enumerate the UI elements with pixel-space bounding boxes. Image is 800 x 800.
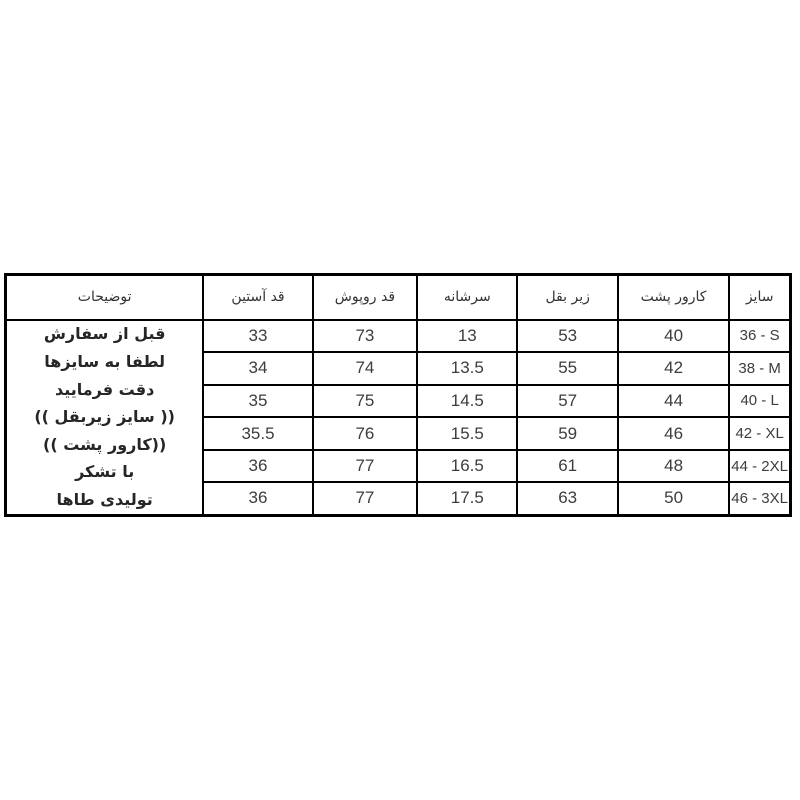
sleeve-length-cell: 33 [202, 318, 314, 354]
underarm-cell: 63 [516, 481, 619, 516]
shoulder-cell: 13 [416, 318, 519, 354]
coat-length-cell: 74 [311, 351, 419, 386]
size-cell: 46 - 3XL [728, 481, 792, 516]
table-row-m: 38 - M 42 55 13.5 74 34 [6, 351, 792, 386]
sleeve-length-cell: 35 [202, 383, 314, 419]
back-width-cell: 48 [616, 448, 731, 484]
back-width-cell: 40 [616, 318, 731, 354]
coat-length-cell: 75 [311, 383, 419, 419]
col-header-back-width: کارور پشت [616, 273, 731, 321]
size-cell: 44 - 2XL [728, 448, 792, 484]
underarm-cell: 59 [516, 416, 619, 451]
header-row: سایز کارور پشت زیر بقل سرشانه قد روپوش ق… [4, 273, 792, 321]
back-width-cell: 50 [616, 481, 731, 516]
sleeve-length-cell: 36 [202, 481, 314, 516]
underarm-cell: 57 [516, 383, 619, 419]
note-line: تولیدی طاها [56, 489, 153, 509]
underarm-cell: 55 [516, 351, 619, 386]
table-row-xl: 42 - XL 46 59 15.5 76 35.5 [6, 416, 792, 451]
underarm-cell: 53 [516, 318, 619, 354]
coat-length-cell: 77 [311, 448, 419, 484]
table-row-l: 40 - L 44 57 14.5 75 35 [6, 383, 792, 419]
size-cell: 40 - L [728, 383, 792, 419]
shoulder-cell: 13.5 [416, 351, 519, 386]
note-line: لطفا به سایزها [44, 352, 166, 372]
coat-length-cell: 73 [311, 318, 419, 354]
shoulder-cell: 14.5 [416, 383, 519, 419]
size-chart-table: سایز کارور پشت زیر بقل سرشانه قد روپوش ق… [4, 273, 792, 517]
col-header-coat-length: قد روپوش [311, 273, 419, 321]
sleeve-length-cell: 36 [202, 448, 314, 484]
table-row-3xl: 46 - 3XL 50 63 17.5 77 36 [6, 481, 792, 516]
sleeve-length-cell: 34 [202, 351, 314, 386]
coat-length-cell: 77 [311, 481, 419, 516]
notes-cell: قبل از سفارش لطفا به سایزها دقت فرمایید … [4, 318, 205, 516]
shoulder-cell: 15.5 [416, 416, 519, 451]
size-cell: 42 - XL [728, 416, 792, 451]
table-row-2xl: 44 - 2XL 48 61 16.5 77 36 [6, 448, 792, 484]
coat-length-cell: 76 [311, 416, 419, 451]
back-width-cell: 46 [616, 416, 731, 451]
table-row-s: 36 - S 40 53 13 73 33 قبل از سفارش لطفا … [4, 318, 792, 516]
col-header-shoulder: سرشانه [416, 273, 519, 321]
note-line: دقت فرمایید [54, 379, 155, 399]
shoulder-cell: 16.5 [416, 448, 519, 484]
notes-text-block: قبل از سفارش لطفا به سایزها دقت فرمایید … [7, 321, 201, 513]
note-line: ((کارور پشت )) [43, 434, 167, 454]
col-header-size: سایز [728, 273, 792, 321]
back-width-cell: 42 [616, 351, 731, 386]
size-cell: 36 - S [728, 318, 792, 354]
underarm-cell: 61 [516, 448, 619, 484]
size-cell: 38 - M [728, 351, 792, 386]
shoulder-cell: 17.5 [416, 481, 519, 516]
col-header-underarm: زیر بقل [516, 273, 619, 321]
sleeve-length-cell: 35.5 [202, 416, 314, 451]
note-line: (( سایز زیربقل )) [34, 407, 175, 427]
note-line: قبل از سفارش [43, 324, 166, 344]
col-header-notes: توضیحات [4, 273, 205, 321]
back-width-cell: 44 [616, 383, 731, 419]
col-header-sleeve-length: قد آستین [202, 273, 314, 321]
note-line: با تشکر [75, 462, 135, 482]
